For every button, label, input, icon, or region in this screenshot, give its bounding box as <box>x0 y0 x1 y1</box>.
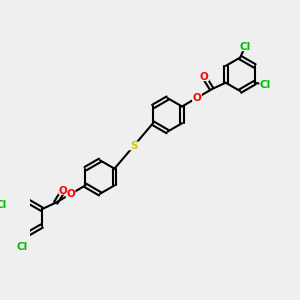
Text: Cl: Cl <box>240 42 251 52</box>
FancyBboxPatch shape <box>192 94 202 102</box>
Text: Cl: Cl <box>16 242 28 251</box>
Text: O: O <box>193 93 201 103</box>
FancyBboxPatch shape <box>16 242 28 251</box>
Text: S: S <box>130 141 137 151</box>
FancyBboxPatch shape <box>66 190 75 198</box>
FancyBboxPatch shape <box>0 200 7 209</box>
FancyBboxPatch shape <box>239 42 252 51</box>
FancyBboxPatch shape <box>200 73 209 81</box>
Text: Cl: Cl <box>0 200 6 210</box>
Text: O: O <box>200 72 208 82</box>
Text: O: O <box>66 189 75 199</box>
Text: O: O <box>59 185 68 196</box>
Text: Cl: Cl <box>260 80 271 90</box>
FancyBboxPatch shape <box>259 81 272 90</box>
FancyBboxPatch shape <box>58 187 68 195</box>
FancyBboxPatch shape <box>128 142 140 150</box>
